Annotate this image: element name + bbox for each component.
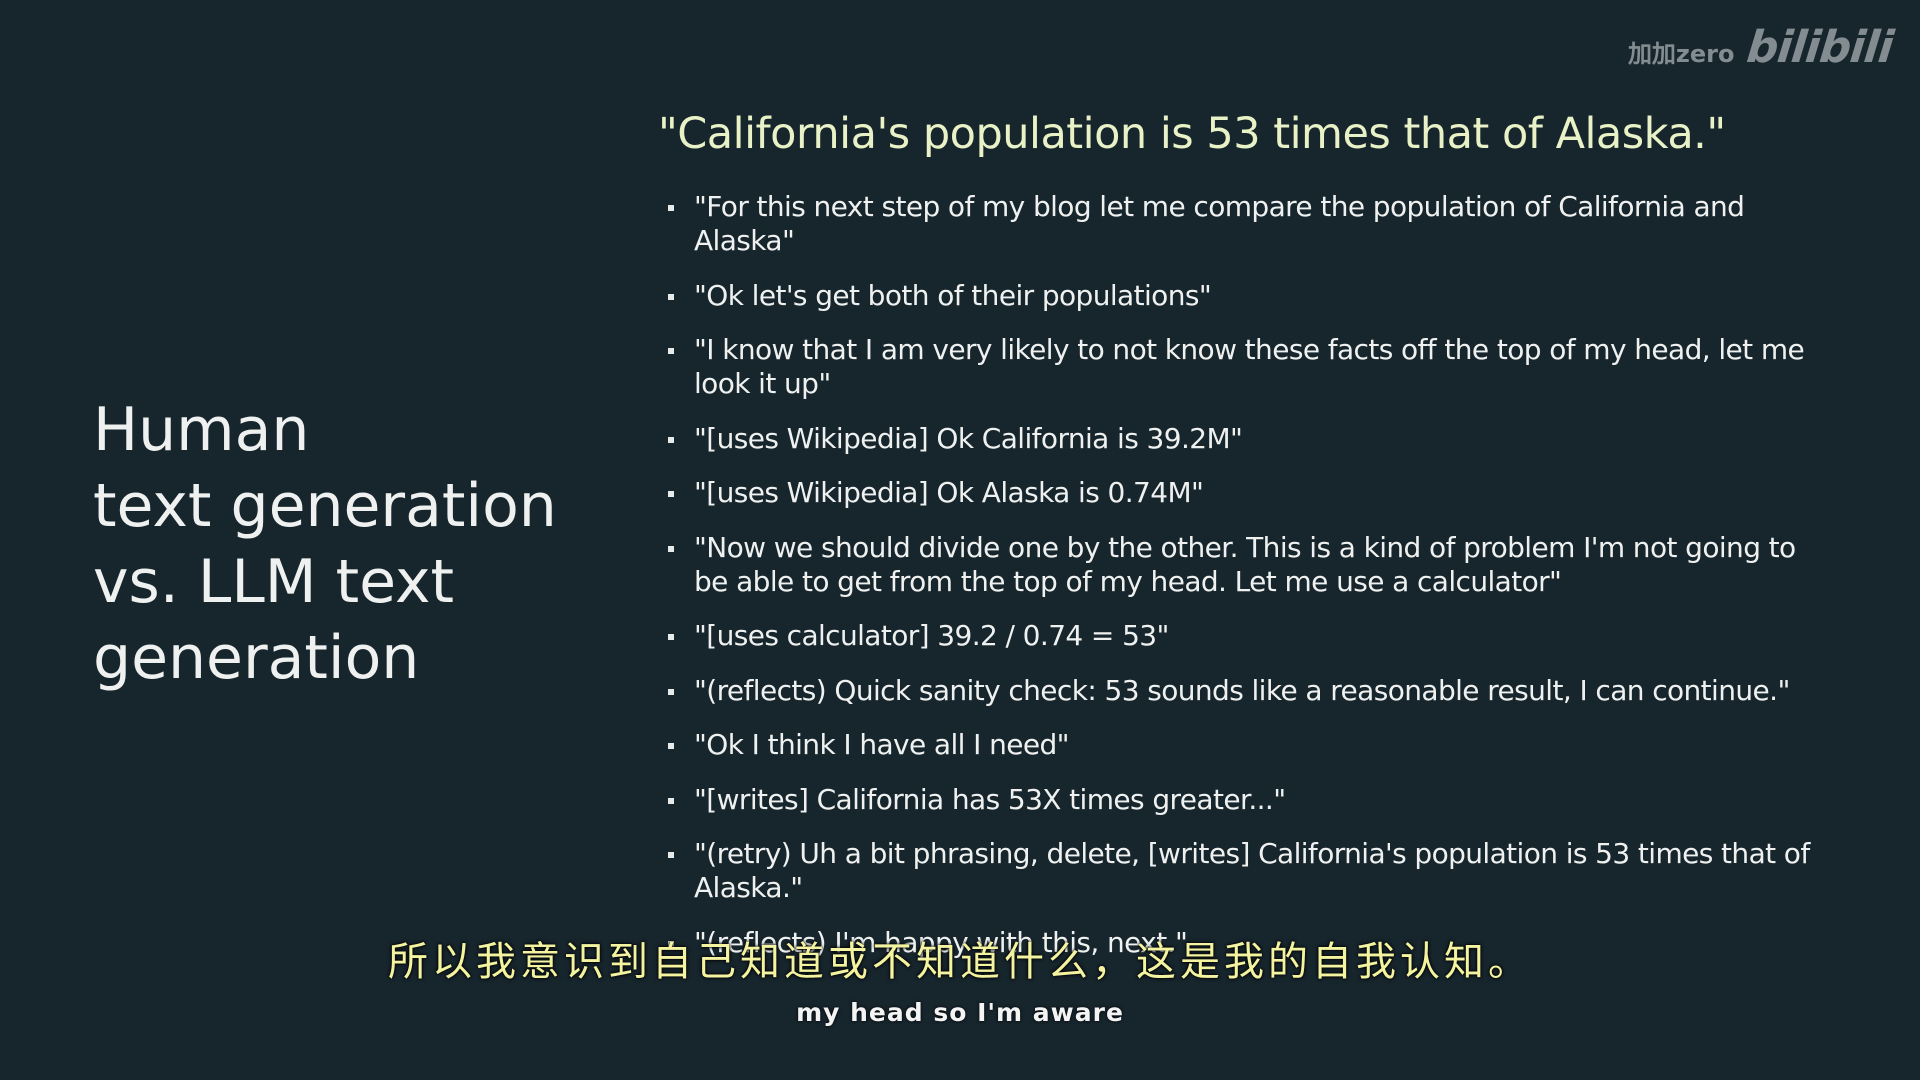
bullet-text: "(reflects) I'm happy with this, next.": [694, 925, 1188, 959]
bullet-item: "Now we should divide one by the other. …: [668, 531, 1833, 599]
bullet-item: "[uses Wikipedia] Ok California is 39.2M…: [668, 422, 1833, 456]
bullet-icon: [668, 688, 674, 695]
bullet-item: "(retry) Uh a bit phrasing, delete, [wri…: [668, 837, 1833, 905]
bullet-icon: [668, 491, 674, 497]
bullet-icon: [668, 940, 674, 947]
bullet-text: "[uses Wikipedia] Ok California is 39.2M…: [694, 421, 1243, 455]
bullet-text: "For this next step of my blog let me co…: [694, 190, 1745, 257]
bullet-text: "Ok let's get both of their populations": [694, 278, 1212, 312]
bullet-item: "[writes] California has 53X times great…: [668, 783, 1833, 817]
bullet-icon: [668, 634, 674, 640]
bullet-list: "For this next step of my blog let me co…: [668, 190, 1833, 980]
slide-title-line: text generation: [93, 471, 557, 541]
bullet-item: "For this next step of my blog let me co…: [668, 190, 1833, 258]
bilibili-logo-icon: bilibili: [1743, 22, 1895, 73]
bullet-item: "Ok let's get both of their populations": [668, 279, 1833, 313]
slide-title-line: Human: [93, 395, 310, 465]
slide-headline: "California's population is 53 times tha…: [658, 109, 1726, 159]
bullet-item: "Ok I think I have all I need": [668, 728, 1833, 762]
slide-title: Human text generation vs. LLM text gener…: [93, 392, 613, 696]
bullet-icon: [668, 348, 674, 354]
bullet-text: "[uses Wikipedia] Ok Alaska is 0.74M": [694, 476, 1204, 509]
bullet-text: "Now we should divide one by the other. …: [694, 530, 1796, 598]
bullet-icon: [668, 545, 674, 552]
bullet-text: "(retry) Uh a bit phrasing, delete, [wri…: [694, 837, 1810, 904]
bullet-text: "Ok I think I have all I need": [694, 728, 1070, 761]
bullet-text: "[uses calculator] 39.2 / 0.74 = 53": [694, 619, 1169, 652]
bullet-icon: [668, 852, 674, 858]
bullet-item: "(reflects) Quick sanity check: 53 sound…: [668, 674, 1833, 708]
bullet-item: "(reflects) I'm happy with this, next.": [668, 926, 1833, 960]
watermark-username: 加加zero: [1627, 40, 1735, 68]
bullet-icon: [668, 293, 674, 300]
bullet-text: "I know that I am very likely to not kno…: [694, 333, 1805, 400]
bullet-icon: [668, 743, 674, 749]
bullet-icon: [668, 797, 674, 804]
slide-title-line: generation: [93, 623, 420, 693]
subtitle-chinese: 所以我意识到自己知道或不知道什么，这是我的自我认知。: [388, 939, 1532, 985]
watermark: 加加zero bilibili: [1627, 22, 1895, 73]
bullet-item: "[uses calculator] 39.2 / 0.74 = 53": [668, 619, 1833, 653]
bullet-text: "[writes] California has 53X times great…: [694, 782, 1286, 816]
bullet-icon: [668, 205, 674, 211]
subtitle-english: my head so I'm aware: [796, 998, 1124, 1027]
bullet-text: "(reflects) Quick sanity check: 53 sound…: [694, 673, 1790, 707]
bullet-icon: [668, 436, 674, 443]
slide-title-line: vs. LLM text: [93, 547, 455, 617]
bullet-item: "[uses Wikipedia] Ok Alaska is 0.74M": [668, 476, 1833, 510]
bullet-item: "I know that I am very likely to not kno…: [668, 333, 1833, 401]
